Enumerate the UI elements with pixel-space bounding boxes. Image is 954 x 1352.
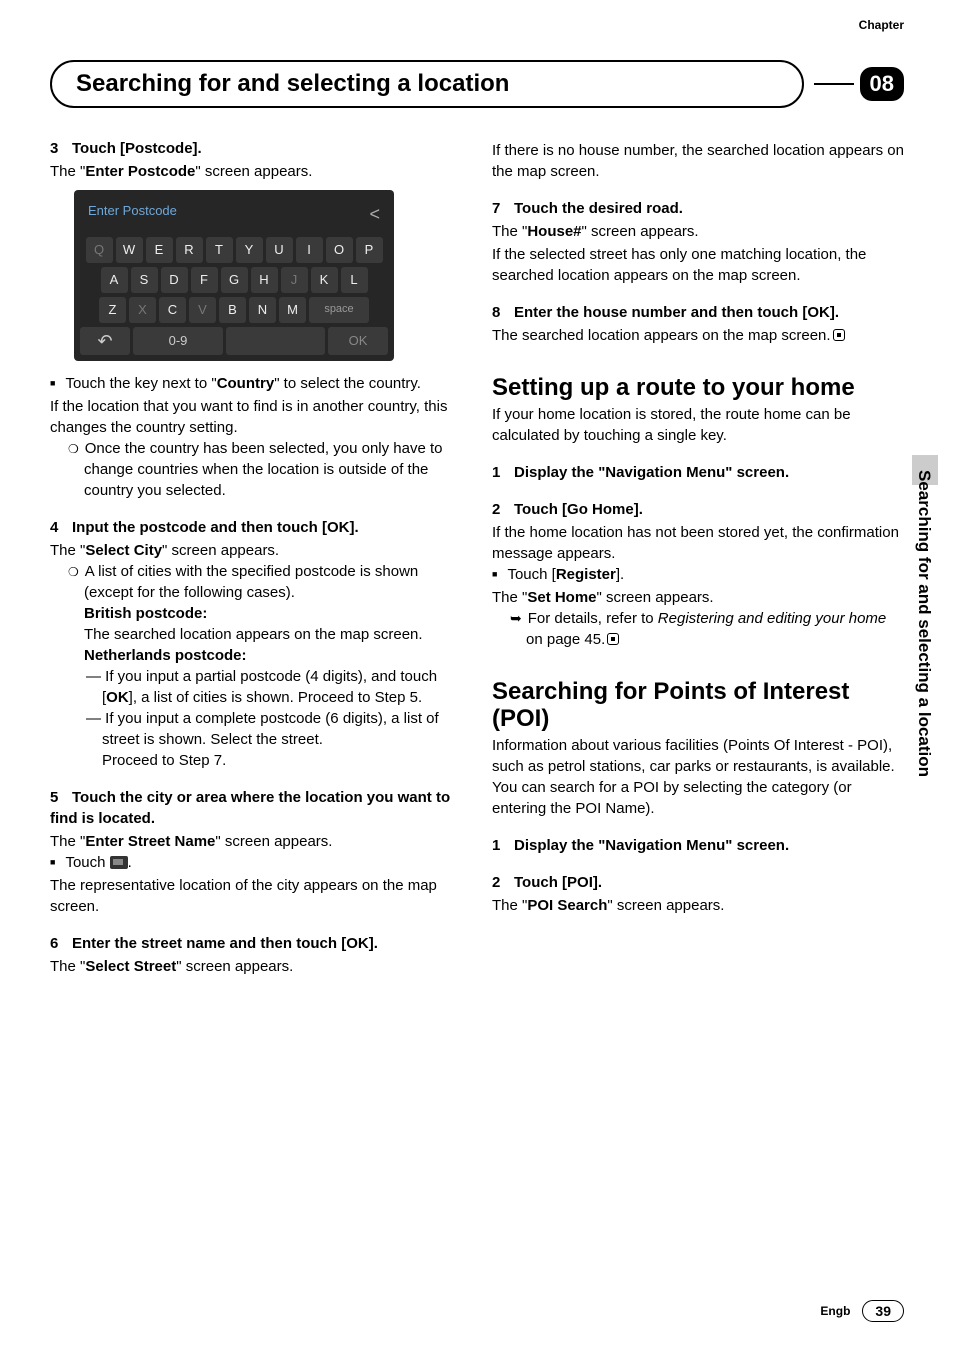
keyboard-key: N <box>249 297 276 323</box>
home-set-body: The "Set Home" screen appears. <box>492 587 904 608</box>
page-number: 39 <box>862 1300 904 1322</box>
side-tab: Searching for and selecting a location <box>914 470 934 777</box>
step-5-head: 5Touch the city or area where the locati… <box>50 787 462 829</box>
end-mark-icon <box>607 633 619 645</box>
keyboard-key: U <box>266 237 293 263</box>
step-3-head: 3Touch [Postcode]. <box>50 138 462 159</box>
step-4-body: The "Select City" screen appears. <box>50 540 462 561</box>
step-7-head: 7Touch the desired road. <box>492 198 904 219</box>
heading-home: Setting up a route to your home <box>492 374 904 402</box>
footer-lang: Engb <box>820 1304 850 1318</box>
step-5-body: The "Enter Street Name" screen appears. <box>50 831 462 852</box>
keyboard-key: Q <box>86 237 113 263</box>
keyboard-key: O <box>326 237 353 263</box>
netherlands-head: Netherlands postcode: <box>50 645 462 666</box>
keyboard-key: W <box>116 237 143 263</box>
page-title: Searching for and selecting a location <box>76 70 778 98</box>
keyboard-key: Z <box>99 297 126 323</box>
chapter-header: Searching for and selecting a location 0… <box>50 60 904 108</box>
step-7-if: If the selected street has only one matc… <box>492 244 904 286</box>
poi-step-2: 2Touch [POI]. <box>492 872 904 893</box>
step-5-touch: Touch . <box>50 852 462 873</box>
step-3-body: The "Enter Postcode" screen appears. <box>50 161 462 182</box>
poi-intro: Information about various facilities (Po… <box>492 735 904 819</box>
home-step-1: 1Display the "Navigation Menu" screen. <box>492 462 904 483</box>
home-intro: If your home location is stored, the rou… <box>492 404 904 446</box>
enter-postcode-keyboard: Enter Postcode < QWERTYUIOP ASDFGHJKL ZX… <box>74 190 394 361</box>
netherlands-item-2b: Proceed to Step 7. <box>50 750 462 771</box>
keyboard-key: I <box>296 237 323 263</box>
country-bullet: Touch the key next to "Country" to selec… <box>50 373 462 394</box>
netherlands-item-2: — If you input a complete postcode (6 di… <box>50 708 462 750</box>
step-8-head: 8Enter the house number and then touch [… <box>492 302 904 323</box>
keyboard-key: P <box>356 237 383 263</box>
keyboard-key: G <box>221 267 248 293</box>
keyboard-key: C <box>159 297 186 323</box>
home-step-2: 2Touch [Go Home]. <box>492 499 904 520</box>
header-line <box>814 83 854 85</box>
keyboard-key: D <box>161 267 188 293</box>
poi-step-1: 1Display the "Navigation Menu" screen. <box>492 835 904 856</box>
home-ref: For details, refer to Registering and ed… <box>492 608 904 650</box>
country-note: Once the country has been selected, you … <box>50 438 462 501</box>
no-house-text: If there is no house number, the searche… <box>492 140 904 182</box>
chapter-label: Chapter <box>859 18 904 32</box>
keyboard-key: K <box>311 267 338 293</box>
home-touch-register: Touch [Register]. <box>492 564 904 585</box>
footer: Engb 39 <box>820 1300 904 1322</box>
keyboard-key: T <box>206 237 233 263</box>
keyboard-key: B <box>219 297 246 323</box>
keyboard-key: H <box>251 267 278 293</box>
british-head: British postcode: <box>50 603 462 624</box>
keyboard-key: L <box>341 267 368 293</box>
keyboard-key: Y <box>236 237 263 263</box>
poi-body: The "POI Search" screen appears. <box>492 895 904 916</box>
keyboard-key: J <box>281 267 308 293</box>
left-column: 3Touch [Postcode]. The "Enter Postcode" … <box>50 138 462 977</box>
country-info: If the location that you want to find is… <box>50 396 462 438</box>
keyboard-key: R <box>176 237 203 263</box>
british-body: The searched location appears on the map… <box>50 624 462 645</box>
end-mark-icon <box>833 329 845 341</box>
header-capsule: Searching for and selecting a location <box>50 60 804 108</box>
keyboard-spacer <box>226 327 325 355</box>
step-4-note: A list of cities with the specified post… <box>50 561 462 603</box>
step-4-head: 4Input the postcode and then touch [OK]. <box>50 517 462 538</box>
keyboard-key: S <box>131 267 158 293</box>
keyboard-key: M <box>279 297 306 323</box>
step-6-body: The "Select Street" screen appears. <box>50 956 462 977</box>
keyboard-ok-button: OK <box>328 327 388 355</box>
keyboard-key: X <box>129 297 156 323</box>
keyboard-key: E <box>146 237 173 263</box>
keyboard-space-key: space <box>309 297 369 323</box>
keyboard-key: A <box>101 267 128 293</box>
keyboard-title: Enter Postcode <box>88 202 177 227</box>
heading-poi: Searching for Points of Interest (POI) <box>492 678 904 733</box>
keyboard-key: F <box>191 267 218 293</box>
keyboard-undo-icon: ↶ <box>80 327 130 355</box>
step-8-body: The searched location appears on the map… <box>492 325 904 346</box>
keyboard-key: V <box>189 297 216 323</box>
right-column: If there is no house number, the searche… <box>492 138 904 977</box>
city-icon <box>110 856 128 869</box>
keyboard-back-icon: < <box>369 202 380 227</box>
step-6-head: 6Enter the street name and then touch [O… <box>50 933 462 954</box>
netherlands-item-1: — If you input a partial postcode (4 dig… <box>50 666 462 708</box>
home-if: If the home location has not been stored… <box>492 522 904 564</box>
chapter-number-badge: 08 <box>860 67 904 101</box>
step-7-body: The "House#" screen appears. <box>492 221 904 242</box>
keyboard-num-button: 0-9 <box>133 327 223 355</box>
step-5-rep: The representative location of the city … <box>50 875 462 917</box>
